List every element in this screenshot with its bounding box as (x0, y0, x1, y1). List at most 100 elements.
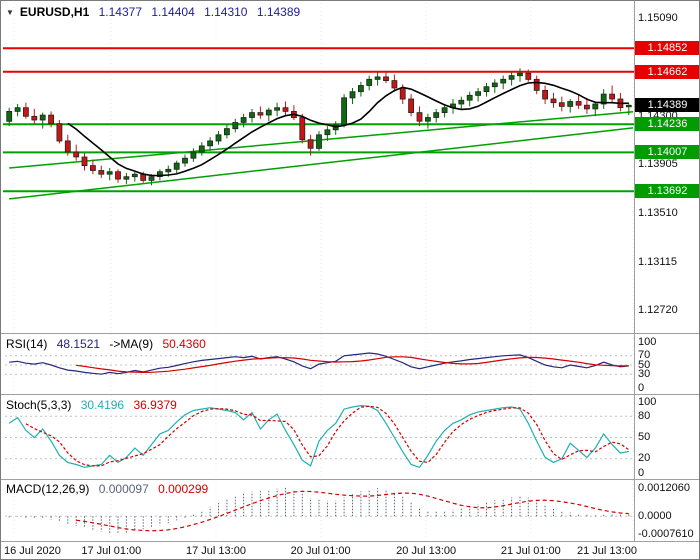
stoch-axis-label: 20 (638, 452, 651, 465)
stoch-axis-label: 100 (638, 395, 657, 408)
ma-line (67, 81, 629, 177)
resistance-price-badge[interactable]: 1.14662 (635, 64, 699, 79)
candle-body (324, 129, 331, 136)
candle-body (374, 76, 381, 80)
price-axis-label: 1.15090 (638, 12, 678, 25)
macd-axis-label: 0.0012060 (638, 481, 690, 494)
time-axis-label: 20 Jul 13:00 (396, 545, 457, 557)
rsi-ma-line (76, 356, 629, 374)
candle-body (299, 117, 306, 141)
candle-body (424, 117, 431, 122)
macd-signal-line (76, 490, 629, 532)
symbol-timeframe-label: EURUSD,H1 (19, 5, 90, 19)
candle-body (316, 134, 322, 149)
candle-body (39, 114, 46, 121)
candle-body (131, 173, 138, 178)
support-price-badge[interactable]: 1.13692 (635, 184, 699, 199)
candle-body (525, 72, 532, 80)
candle-body (73, 151, 80, 158)
candle-body (625, 104, 632, 108)
candle-body (81, 156, 88, 167)
time-axis-label: 17 Jul 13:00 (186, 545, 246, 557)
candle-body (550, 98, 557, 104)
trendline-2[interactable] (9, 127, 634, 200)
candle-body (349, 91, 356, 99)
candle-body (475, 91, 482, 96)
candle-body (31, 115, 38, 121)
candle-body (14, 107, 21, 112)
candle-body (307, 139, 314, 149)
rsi-ma-value: 50.4360 (162, 337, 206, 351)
candle-body (98, 170, 105, 175)
support-price-badge[interactable]: 1.14007 (635, 145, 699, 160)
candle-body (592, 103, 599, 110)
candle-body (542, 90, 548, 100)
candle-body (466, 94, 473, 101)
candle-body (483, 86, 490, 92)
candle-body (383, 76, 389, 82)
candle-body (198, 145, 205, 153)
support-price-badge[interactable]: 1.14236 (635, 117, 699, 132)
panel-divider-stoch-macd[interactable] (1, 479, 699, 480)
candle-body (458, 99, 465, 105)
macd-axis-label: 0.0000 (638, 509, 672, 522)
macd-panel-header: MACD(12,26,9) 0.000097 0.000299 (6, 482, 214, 496)
rsi-indicator-label: RSI(14) (6, 337, 48, 351)
candle-body (558, 102, 565, 107)
stoch-panel-header: Stoch(5,3,3) 30.4196 36.9379 (6, 398, 183, 412)
time-axis-label: 21 Jul 13:00 (577, 545, 637, 557)
candle-body (156, 171, 163, 177)
candle-body (533, 78, 540, 91)
candle-body (433, 112, 440, 118)
panel-divider-main-rsi[interactable] (1, 333, 699, 334)
panel-divider-macd-timeaxis (1, 541, 699, 542)
candle-body (274, 107, 281, 111)
candle-body (265, 109, 272, 116)
rsi-axis-label: 50 (638, 358, 651, 371)
candle-body (249, 112, 255, 118)
bar-close-value: 1.14389 (256, 5, 301, 19)
candle-body (491, 82, 498, 88)
bar-low-value: 1.14310 (204, 5, 248, 19)
candle-body (90, 165, 96, 171)
time-axis-label: 20 Jul 01:00 (290, 545, 351, 557)
price-axis-label: 1.12720 (638, 304, 678, 317)
candle-body (207, 140, 214, 147)
stoch-axis-label: 80 (638, 409, 651, 422)
candle-body (223, 128, 230, 136)
rsi-axis-label: 100 (638, 335, 657, 348)
candle-body (357, 85, 364, 93)
symbol-dropdown-icon[interactable]: ▼ (6, 8, 14, 17)
candle-body (600, 93, 607, 105)
macd-indicator-label: MACD(12,26,9) (6, 482, 90, 496)
main-chart-header: ▼ EURUSD,H1 1.14377 1.14404 1.14310 1.143… (6, 5, 306, 19)
price-axis-label: 1.13115 (638, 255, 677, 268)
candle-body (115, 171, 121, 180)
rsi-axis-label: 0 (638, 381, 645, 394)
candle-body (391, 80, 398, 89)
candle-body (56, 123, 63, 142)
candle-body (517, 72, 523, 77)
time-axis-label: 17 Jul 01:00 (81, 545, 142, 557)
price-axis-divider (634, 1, 635, 541)
candle-body (575, 101, 582, 106)
stoch-indicator-label: Stoch(5,3,3) (6, 398, 72, 412)
candle-body (567, 101, 574, 107)
rsi-ma-label: ->MA(9) (109, 337, 154, 351)
rsi-panel-header: RSI(14) 48.1521 ->MA(9) 50.4360 (6, 337, 212, 351)
panel-divider-rsi-stoch[interactable] (1, 394, 699, 395)
candle-body (408, 98, 415, 114)
candle-body (190, 151, 197, 159)
candle-body (48, 114, 54, 125)
time-axis-label: 21 Jul 01:00 (500, 545, 561, 557)
resistance-price-badge[interactable]: 1.14852 (635, 41, 699, 56)
candle-body (22, 107, 29, 117)
candle-body (148, 176, 155, 181)
bar-high-value: 1.14404 (151, 5, 195, 19)
stoch-axis-label: 50 (638, 431, 651, 443)
current-price-badge: 1.14389 (635, 98, 699, 113)
macd-signal-value: 0.000299 (158, 482, 209, 496)
rsi-line (9, 352, 629, 375)
